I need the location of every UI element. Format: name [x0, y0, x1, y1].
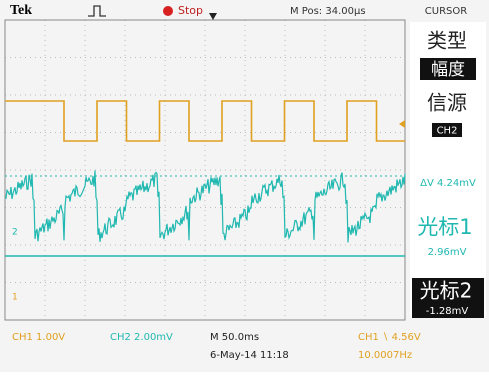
menu-label: 类型	[427, 29, 467, 53]
cursor2-value[interactable]: -1.28mV	[426, 306, 469, 317]
scope-screen: Tek Stop M Pos: 34.00µs CURSOR 类型 幅度 信源 …	[0, 0, 489, 372]
cursor1-value: 2.96mV	[428, 247, 467, 258]
timebase: M 50.0ms	[210, 332, 259, 343]
stop-indicator	[163, 6, 173, 16]
trigger-setting: CH1 ∖ 4.56V	[358, 332, 421, 343]
cursor1-label[interactable]: 光标1	[417, 215, 472, 239]
frequency: 10.0007Hz	[358, 350, 412, 361]
menu-label: 信源	[427, 91, 467, 115]
menu-value[interactable]: 幅度	[431, 60, 465, 80]
ch1-scale: CH1 1.00V	[12, 332, 65, 343]
ch2-marker: 2	[12, 228, 18, 238]
date: 6-May-14 11:18	[210, 350, 289, 361]
cursor-delta: ΔV 4.24mV	[420, 178, 476, 189]
ch2-scale: CH2 2.00mV	[110, 332, 173, 343]
horizontal-position: M Pos: 34.00µs	[290, 6, 366, 17]
menu-value[interactable]: CH2	[437, 126, 458, 137]
cursor2-label[interactable]: 光标2	[420, 279, 473, 303]
menu-title: CURSOR	[425, 6, 467, 17]
run-status: Stop	[178, 4, 203, 17]
ch1-marker: 1	[12, 293, 18, 303]
brand: Tek	[10, 3, 32, 18]
